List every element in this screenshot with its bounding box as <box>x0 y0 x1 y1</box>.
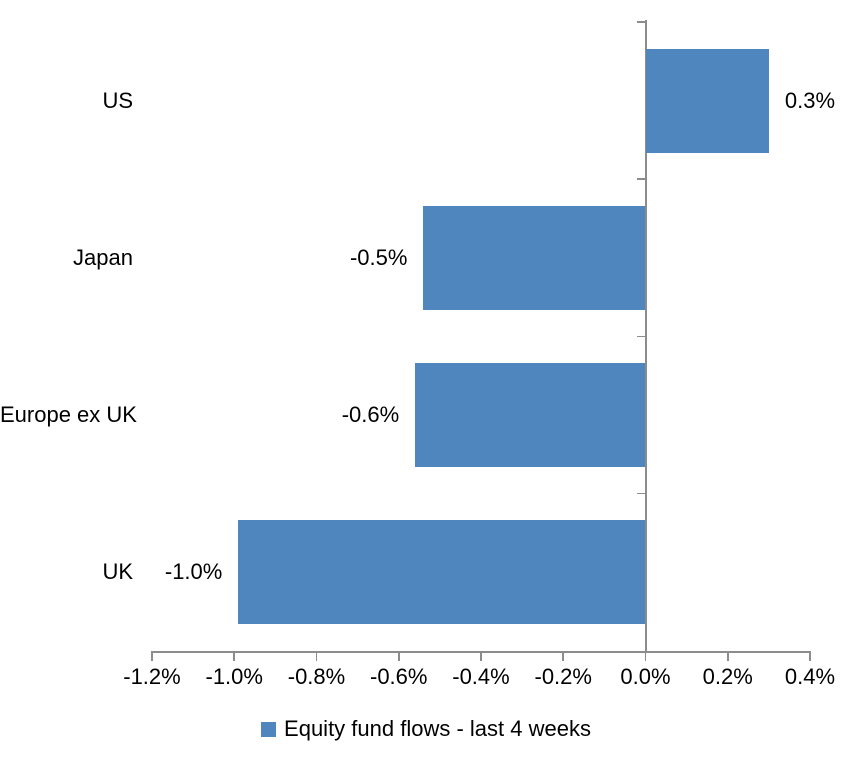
category-label: Europe ex UK <box>0 402 137 428</box>
y-tick-mark <box>636 335 645 338</box>
bar <box>645 48 769 153</box>
category-label: Japan <box>73 244 133 270</box>
x-tick-mark <box>480 653 482 661</box>
x-tick-label: -0.2% <box>534 664 592 689</box>
x-tick-label: 0.2% <box>702 664 753 689</box>
data-label: 0.3% <box>784 87 836 113</box>
x-tick-mark <box>151 653 153 661</box>
data-label: -0.6% <box>341 402 400 428</box>
legend: Equity fund flows - last 4 weeks <box>0 713 852 745</box>
category-label: UK <box>102 559 133 585</box>
x-tick-label: -0.8% <box>287 664 346 689</box>
data-label: -1.0% <box>164 559 223 585</box>
x-tick-mark <box>809 653 811 661</box>
legend-marker-icon <box>261 721 277 737</box>
x-tick-label: 0.0% <box>620 664 671 689</box>
y-tick-mark <box>636 21 645 23</box>
bar <box>423 205 646 310</box>
bar <box>415 363 646 468</box>
x-tick-label: 0.4% <box>784 664 836 689</box>
x-tick-label: -1.2% <box>123 664 181 689</box>
bar <box>238 520 646 625</box>
x-tick-label: -0.4% <box>452 664 510 689</box>
y-tick-mark <box>636 178 645 180</box>
x-tick-mark <box>644 653 647 661</box>
x-tick-label: -0.6% <box>370 664 428 689</box>
x-tick-mark <box>315 653 318 661</box>
legend-label: Equity fund flows - last 4 weeks <box>284 716 591 741</box>
x-tick-mark <box>726 653 729 661</box>
y-tick-mark <box>636 492 645 495</box>
data-label: -0.5% <box>349 244 408 270</box>
category-label: US <box>102 87 133 113</box>
x-tick-mark <box>397 653 400 661</box>
x-tick-mark <box>233 653 236 661</box>
x-axis-line <box>151 651 811 653</box>
y-axis-line <box>644 20 647 653</box>
x-tick-label: -1.0% <box>205 664 263 689</box>
x-tick-mark <box>562 653 565 661</box>
